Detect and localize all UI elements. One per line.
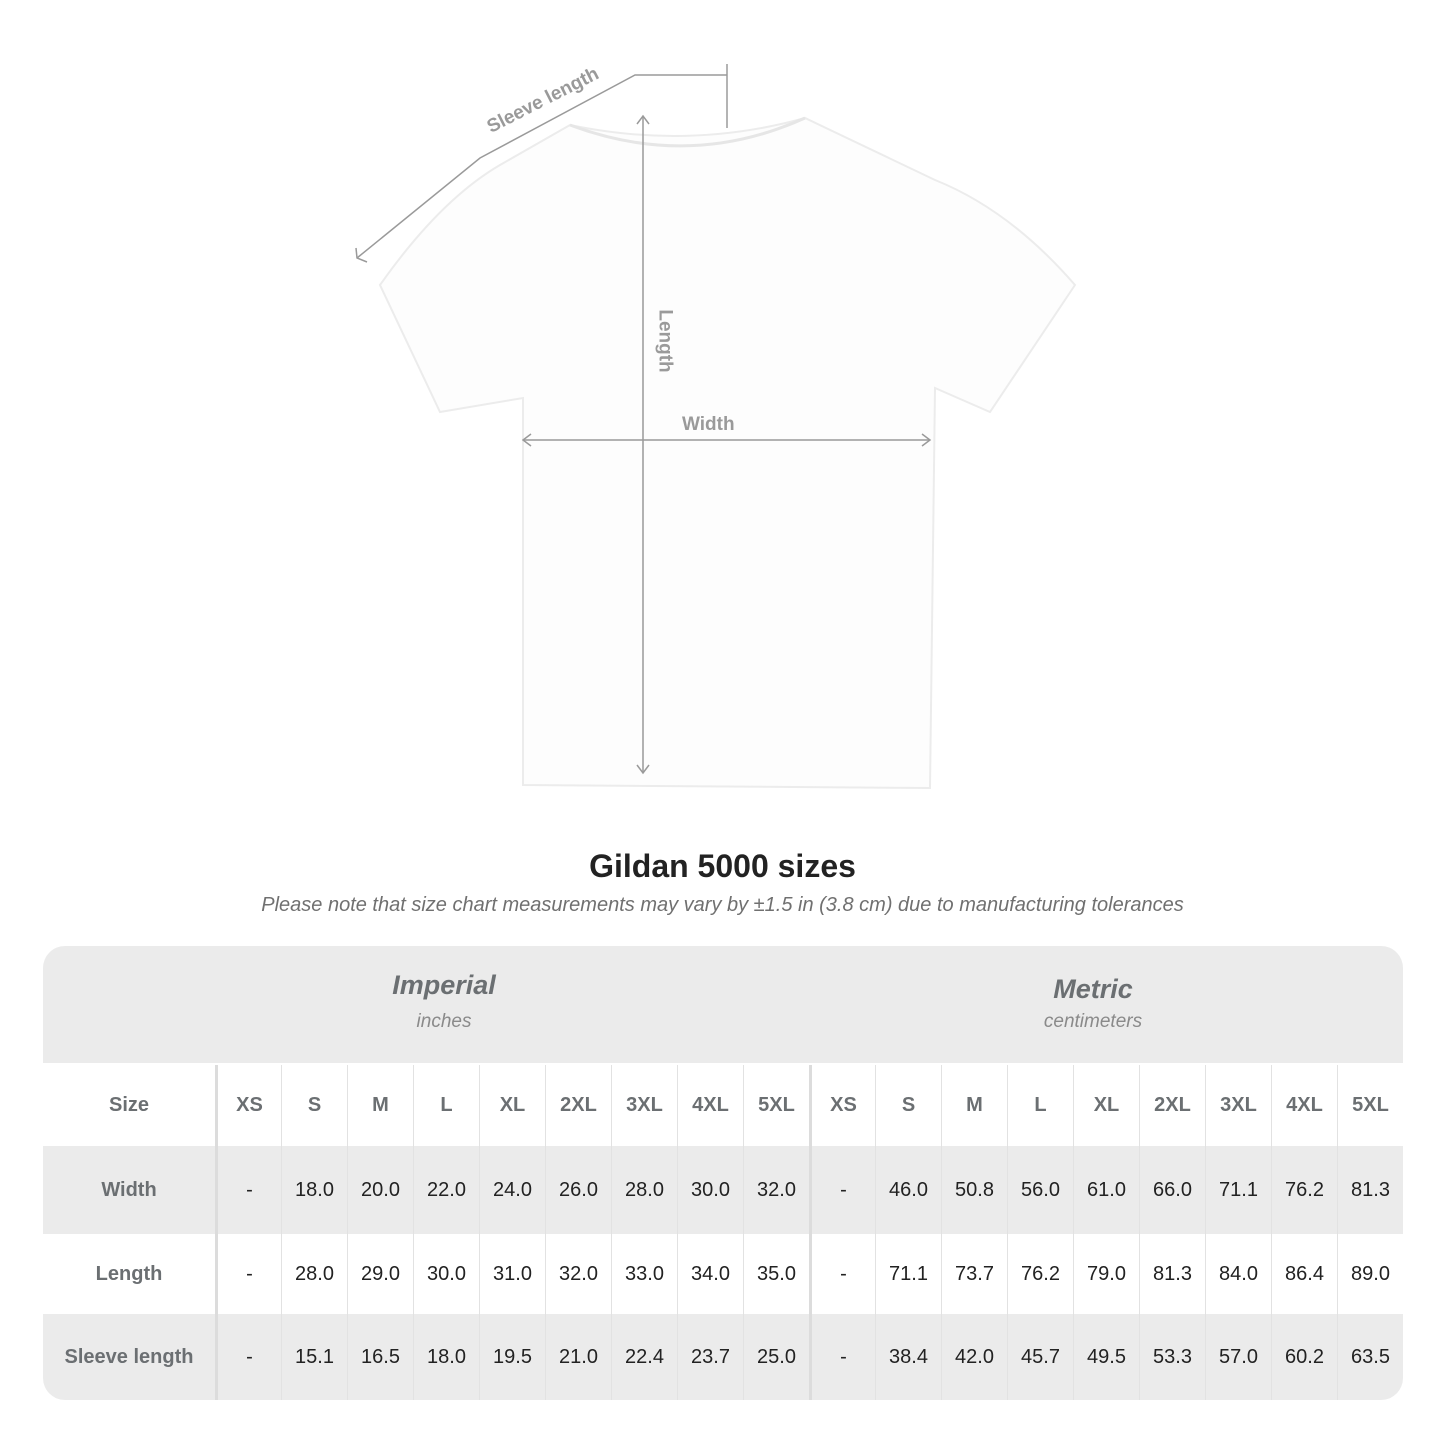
collar [569, 116, 806, 148]
row-label-width: Width [43, 1146, 215, 1234]
imperial-value-cell: 28.0 [281, 1234, 347, 1314]
metric-size-header-m: M [941, 1065, 1007, 1146]
imperial-value-cell: 21.0 [545, 1314, 611, 1400]
imperial-value-cell: 22.0 [413, 1146, 479, 1234]
imperial-size-header-xs: XS [215, 1065, 281, 1146]
metric-value-cell: 89.0 [1337, 1234, 1403, 1314]
length-arrow-bottom [636, 764, 650, 775]
imperial-value-cell: 32.0 [743, 1146, 809, 1234]
size-header-label: Size [43, 1065, 215, 1146]
imperial-title: Imperial [392, 970, 496, 1000]
metric-header: Metric centimeters [893, 974, 1293, 1033]
imperial-value-cell: 30.0 [677, 1146, 743, 1234]
sleeve-arrowhead [355, 247, 368, 263]
sleeve-measure-line [356, 74, 727, 259]
metric-value-cell: 76.2 [1271, 1146, 1337, 1234]
metric-value-cell: 76.2 [1007, 1234, 1073, 1314]
unit-header-band: Imperial inches Metric centimeters [43, 946, 1403, 1063]
metric-value-cell: 45.7 [1007, 1314, 1073, 1400]
imperial-value-cell: 22.4 [611, 1314, 677, 1400]
imperial-value-cell: - [215, 1146, 281, 1234]
size-grid: Size XS S M L XL 2XL 3XL 4XL 5XL XS S M L XL 2XL 3XL 4XL 5… [43, 1065, 1403, 1400]
width-arrow-left [521, 433, 532, 447]
metric-size-header-xl: XL [1073, 1065, 1139, 1146]
metric-value-cell: 38.4 [875, 1314, 941, 1400]
metric-size-header-l: L [1007, 1065, 1073, 1146]
metric-value-cell: 61.0 [1073, 1146, 1139, 1234]
imperial-value-cell: 32.0 [545, 1234, 611, 1314]
imperial-value-cell: 25.0 [743, 1314, 809, 1400]
metric-value-cell: 56.0 [1007, 1146, 1073, 1234]
imperial-value-cell: 28.0 [611, 1146, 677, 1234]
imperial-size-header-s: S [281, 1065, 347, 1146]
imperial-value-cell: 30.0 [413, 1234, 479, 1314]
size-table: Imperial inches Metric centimeters Size X… [43, 946, 1403, 1400]
metric-value-cell: - [809, 1234, 875, 1314]
metric-size-header-5xl: 5XL [1337, 1065, 1403, 1146]
metric-size-header-4xl: 4XL [1271, 1065, 1337, 1146]
imperial-value-cell: 31.0 [479, 1234, 545, 1314]
imperial-size-header-m: M [347, 1065, 413, 1146]
metric-value-cell: 84.0 [1205, 1234, 1271, 1314]
metric-title: Metric [1053, 974, 1133, 1004]
metric-value-cell: 60.2 [1271, 1314, 1337, 1400]
tshirt-shape [378, 116, 1077, 790]
width-label: Width [682, 414, 735, 435]
metric-value-cell: 73.7 [941, 1234, 1007, 1314]
width-arrow-right [921, 433, 932, 447]
imperial-value-cell: 20.0 [347, 1146, 413, 1234]
imperial-size-header-2xl: 2XL [545, 1065, 611, 1146]
metric-value-cell: 49.5 [1073, 1314, 1139, 1400]
metric-value-cell: - [809, 1314, 875, 1400]
imperial-value-cell: - [215, 1234, 281, 1314]
metric-value-cell: - [809, 1146, 875, 1234]
tolerance-note: Please note that size chart measurements… [261, 894, 1184, 916]
imperial-value-cell: 18.0 [281, 1146, 347, 1234]
imperial-value-cell: 23.7 [677, 1314, 743, 1400]
imperial-value-cell: 24.0 [479, 1146, 545, 1234]
metric-size-header-2xl: 2XL [1139, 1065, 1205, 1146]
metric-unit: centimeters [1043, 1011, 1143, 1032]
metric-value-cell: 81.3 [1337, 1146, 1403, 1234]
imperial-header: Imperial inches [244, 970, 644, 1033]
page-title: Gildan 5000 sizes [589, 848, 856, 884]
row-label-sleeve-length: Sleeve length [43, 1314, 215, 1400]
imperial-value-cell: 35.0 [743, 1234, 809, 1314]
imperial-size-header-4xl: 4XL [677, 1065, 743, 1146]
metric-size-header-s: S [875, 1065, 941, 1146]
metric-value-cell: 53.3 [1139, 1314, 1205, 1400]
metric-size-header-3xl: 3XL [1205, 1065, 1271, 1146]
imperial-value-cell: 33.0 [611, 1234, 677, 1314]
length-label: Length [654, 309, 676, 373]
imperial-value-cell: 16.5 [347, 1314, 413, 1400]
metric-value-cell: 81.3 [1139, 1234, 1205, 1314]
metric-value-cell: 63.5 [1337, 1314, 1403, 1400]
imperial-value-cell: 15.1 [281, 1314, 347, 1400]
metric-value-cell: 50.8 [941, 1146, 1007, 1234]
imperial-value-cell: 18.0 [413, 1314, 479, 1400]
metric-value-cell: 71.1 [875, 1234, 941, 1314]
metric-value-cell: 86.4 [1271, 1234, 1337, 1314]
metric-value-cell: 71.1 [1205, 1146, 1271, 1234]
metric-size-header-xs: XS [809, 1065, 875, 1146]
imperial-value-cell: 34.0 [677, 1234, 743, 1314]
imperial-unit: inches [416, 1011, 472, 1032]
metric-value-cell: 57.0 [1205, 1314, 1271, 1400]
imperial-value-cell: 19.5 [479, 1314, 545, 1400]
imperial-size-header-3xl: 3XL [611, 1065, 677, 1146]
row-label-length: Length [43, 1234, 215, 1314]
imperial-value-cell: - [215, 1314, 281, 1400]
metric-value-cell: 46.0 [875, 1146, 941, 1234]
metric-value-cell: 79.0 [1073, 1234, 1139, 1314]
tshirt-diagram [355, 64, 1077, 790]
imperial-value-cell: 29.0 [347, 1234, 413, 1314]
imperial-size-header-xl: XL [479, 1065, 545, 1146]
metric-value-cell: 42.0 [941, 1314, 1007, 1400]
imperial-size-header-5xl: 5XL [743, 1065, 809, 1146]
length-arrow-top [636, 114, 650, 125]
metric-value-cell: 66.0 [1139, 1146, 1205, 1234]
imperial-value-cell: 26.0 [545, 1146, 611, 1234]
imperial-size-header-l: L [413, 1065, 479, 1146]
